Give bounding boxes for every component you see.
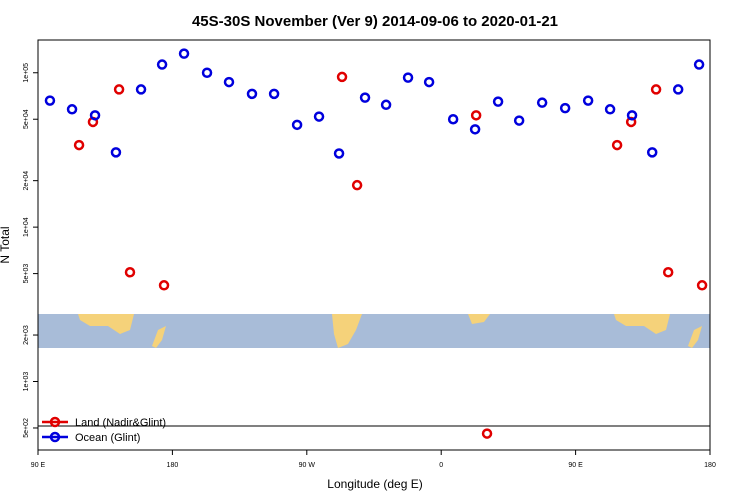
legend-label: Land (Nadir&Glint) [75,417,166,429]
land-shape [614,314,670,334]
point [625,116,637,128]
ocean-band [38,314,710,348]
point [110,147,122,158]
point [604,104,616,115]
point [223,76,235,88]
y-tick-label: 5e+02 [23,418,30,438]
x-tick-label: 90 E [568,462,583,469]
y-tick-label: 2e+03 [23,325,30,345]
point [313,111,325,122]
x-tick-label: 90 E [31,462,46,469]
point [470,110,482,121]
land-shape [468,314,490,324]
point [626,110,638,121]
x-axis-label: Longitude (deg E) [327,477,422,491]
point [201,67,213,79]
point [492,96,504,107]
point [559,102,571,114]
legend-marker [49,416,61,428]
point [268,88,280,100]
point [662,267,674,278]
point [611,139,623,151]
y-tick-label: 1e+03 [23,372,30,392]
y-tick-label: 1e+05 [23,63,30,83]
point [650,84,662,95]
x-tick-label: 180 [167,462,179,469]
plot-frame [37,39,711,451]
point [646,147,658,158]
y-tick-label: 2e+04 [23,171,30,191]
point [158,280,170,291]
x-tick-label: 180 [704,462,716,469]
point [359,92,371,103]
point [333,148,345,159]
point [124,267,136,278]
point [89,110,101,121]
land-shape [78,314,134,334]
land-shape [688,326,702,348]
land-shape [152,326,166,348]
point [693,59,705,70]
point [156,59,168,70]
y-tick-label: 1e+04 [23,217,30,237]
point [481,428,493,439]
point [135,84,147,95]
point [178,48,190,59]
chart-title: 45S-30S November (Ver 9) 2014-09-06 to 2… [192,13,558,30]
point [336,71,348,83]
point [447,113,459,125]
point [44,95,56,106]
y-axis-label: N Total [0,226,12,263]
y-tick-label: 5e+03 [23,264,30,284]
point [469,124,481,135]
land-shape [332,314,362,348]
point [423,76,435,88]
point [113,84,125,95]
point [672,84,684,95]
point [246,88,258,100]
map-band [38,314,710,348]
x-tick-label: 0 [439,462,443,469]
y-tick-label: 5e+04 [23,109,30,129]
point [73,139,85,151]
point [402,72,414,83]
point [536,97,548,108]
point [696,280,708,291]
x-tick-label: 90 W [299,462,316,469]
point [66,104,78,115]
point [291,119,303,131]
point [513,115,525,126]
point [351,179,363,191]
legend-label: Ocean (Glint) [75,432,140,444]
point [380,99,392,111]
point [582,95,594,106]
legend-marker [49,431,61,443]
